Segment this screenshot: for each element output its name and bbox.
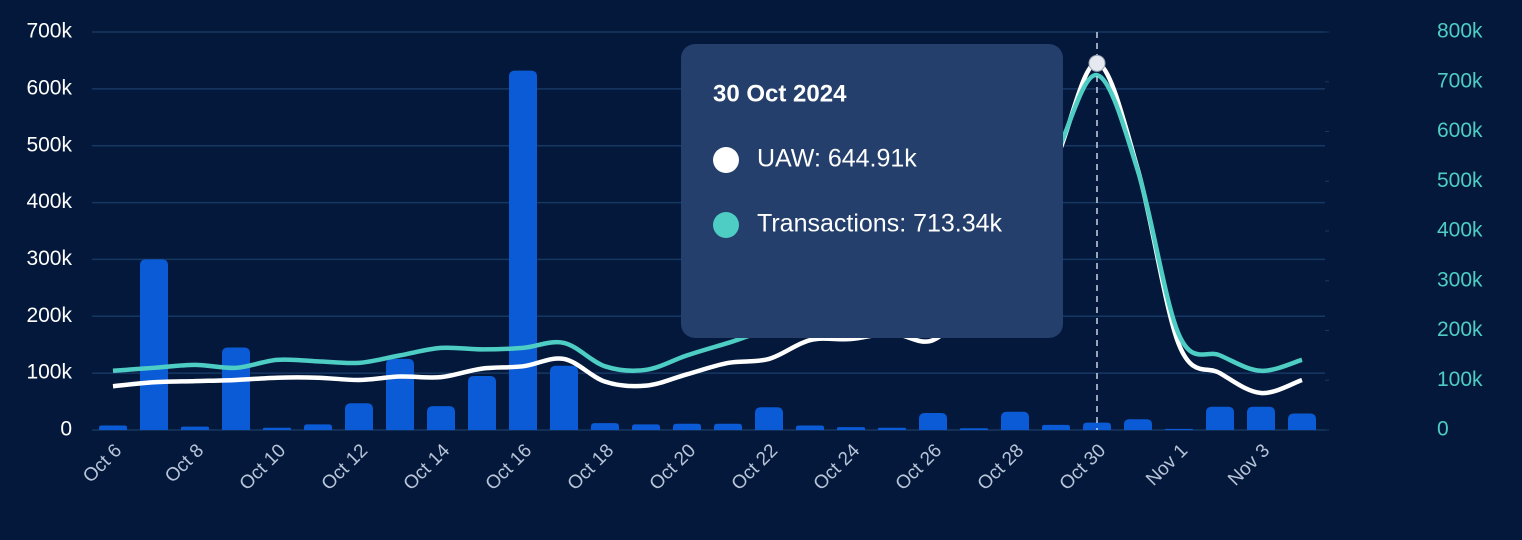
bar xyxy=(591,423,619,430)
y-tick-label: 200k xyxy=(26,304,72,327)
bar xyxy=(1247,406,1275,430)
x-tick-label: Oct 26 xyxy=(892,440,946,494)
bar xyxy=(304,424,332,430)
bar xyxy=(509,70,537,431)
bar xyxy=(714,423,742,430)
x-tick-label: Oct 28 xyxy=(974,440,1028,494)
bar xyxy=(99,425,127,430)
x-tick-label: Oct 14 xyxy=(400,440,455,495)
bar xyxy=(1165,428,1193,430)
bar xyxy=(1042,424,1070,430)
tooltip-entry: Transactions: 713.34k xyxy=(757,210,1003,238)
bar xyxy=(1124,419,1152,430)
x-tick-label: Oct 24 xyxy=(810,440,865,495)
y2-tick-label: 200k xyxy=(1437,318,1483,341)
x-tick-label: Oct 6 xyxy=(79,440,126,487)
bar xyxy=(345,403,373,430)
bar xyxy=(181,426,209,430)
y-tick-label: 300k xyxy=(26,247,72,270)
y2-tick-label: 100k xyxy=(1437,368,1483,391)
y-tick-label: 500k xyxy=(26,133,72,156)
tooltip-title: 30 Oct 2024 xyxy=(713,80,847,107)
bar xyxy=(140,259,168,430)
x-tick-label: Oct 18 xyxy=(564,440,618,494)
tooltip: 30 Oct 2024 UAW: 644.91k Transactions: 713… xyxy=(681,44,1063,338)
bar xyxy=(263,427,291,430)
y-tick-label: 0 xyxy=(60,418,72,441)
bar xyxy=(222,347,250,430)
x-tick-label: Oct 8 xyxy=(161,440,208,487)
bar xyxy=(1001,411,1029,430)
bar xyxy=(1083,422,1111,430)
bar xyxy=(837,427,865,430)
bar xyxy=(1288,413,1316,430)
bar xyxy=(427,406,455,430)
bar xyxy=(919,412,947,430)
bar xyxy=(550,365,578,430)
bar xyxy=(796,425,824,430)
y2-tick-label: 700k xyxy=(1437,69,1483,92)
y2-tick-label: 0 xyxy=(1437,418,1449,441)
bar xyxy=(673,423,701,430)
x-tick-label: Oct 22 xyxy=(728,440,782,494)
x-tick-label: Oct 10 xyxy=(236,440,290,494)
x-tick-label: Oct 30 xyxy=(1056,440,1110,494)
hover-marker xyxy=(1088,54,1106,72)
tooltip-box xyxy=(681,44,1063,338)
y2-tick-label: 400k xyxy=(1437,219,1483,242)
bar xyxy=(632,424,660,430)
bar xyxy=(1206,406,1234,430)
y-tick-label: 400k xyxy=(26,190,72,213)
x-tick-label: Oct 12 xyxy=(318,440,372,494)
tooltip-swatch xyxy=(713,147,739,173)
y2-tick-label: 600k xyxy=(1437,119,1483,142)
bar xyxy=(468,375,496,430)
y-tick-label: 100k xyxy=(26,361,72,384)
bar xyxy=(755,407,783,430)
y2-tick-label: 800k xyxy=(1437,20,1483,43)
x-tick-label: Oct 16 xyxy=(482,440,536,494)
y2-tick-label: 300k xyxy=(1437,268,1483,291)
bar xyxy=(386,358,414,430)
y-tick-label: 600k xyxy=(26,76,72,99)
x-tick-label: Nov 3 xyxy=(1224,440,1274,490)
tooltip-swatch xyxy=(713,212,739,238)
tooltip-entry: UAW: 644.91k xyxy=(757,145,917,173)
y-tick-label: 700k xyxy=(26,20,72,43)
x-tick-label: Oct 20 xyxy=(646,440,700,494)
x-tick-label: Nov 1 xyxy=(1142,440,1192,490)
line xyxy=(112,72,1303,374)
bar xyxy=(878,427,906,430)
bar xyxy=(960,428,988,430)
y2-tick-label: 500k xyxy=(1437,169,1483,192)
